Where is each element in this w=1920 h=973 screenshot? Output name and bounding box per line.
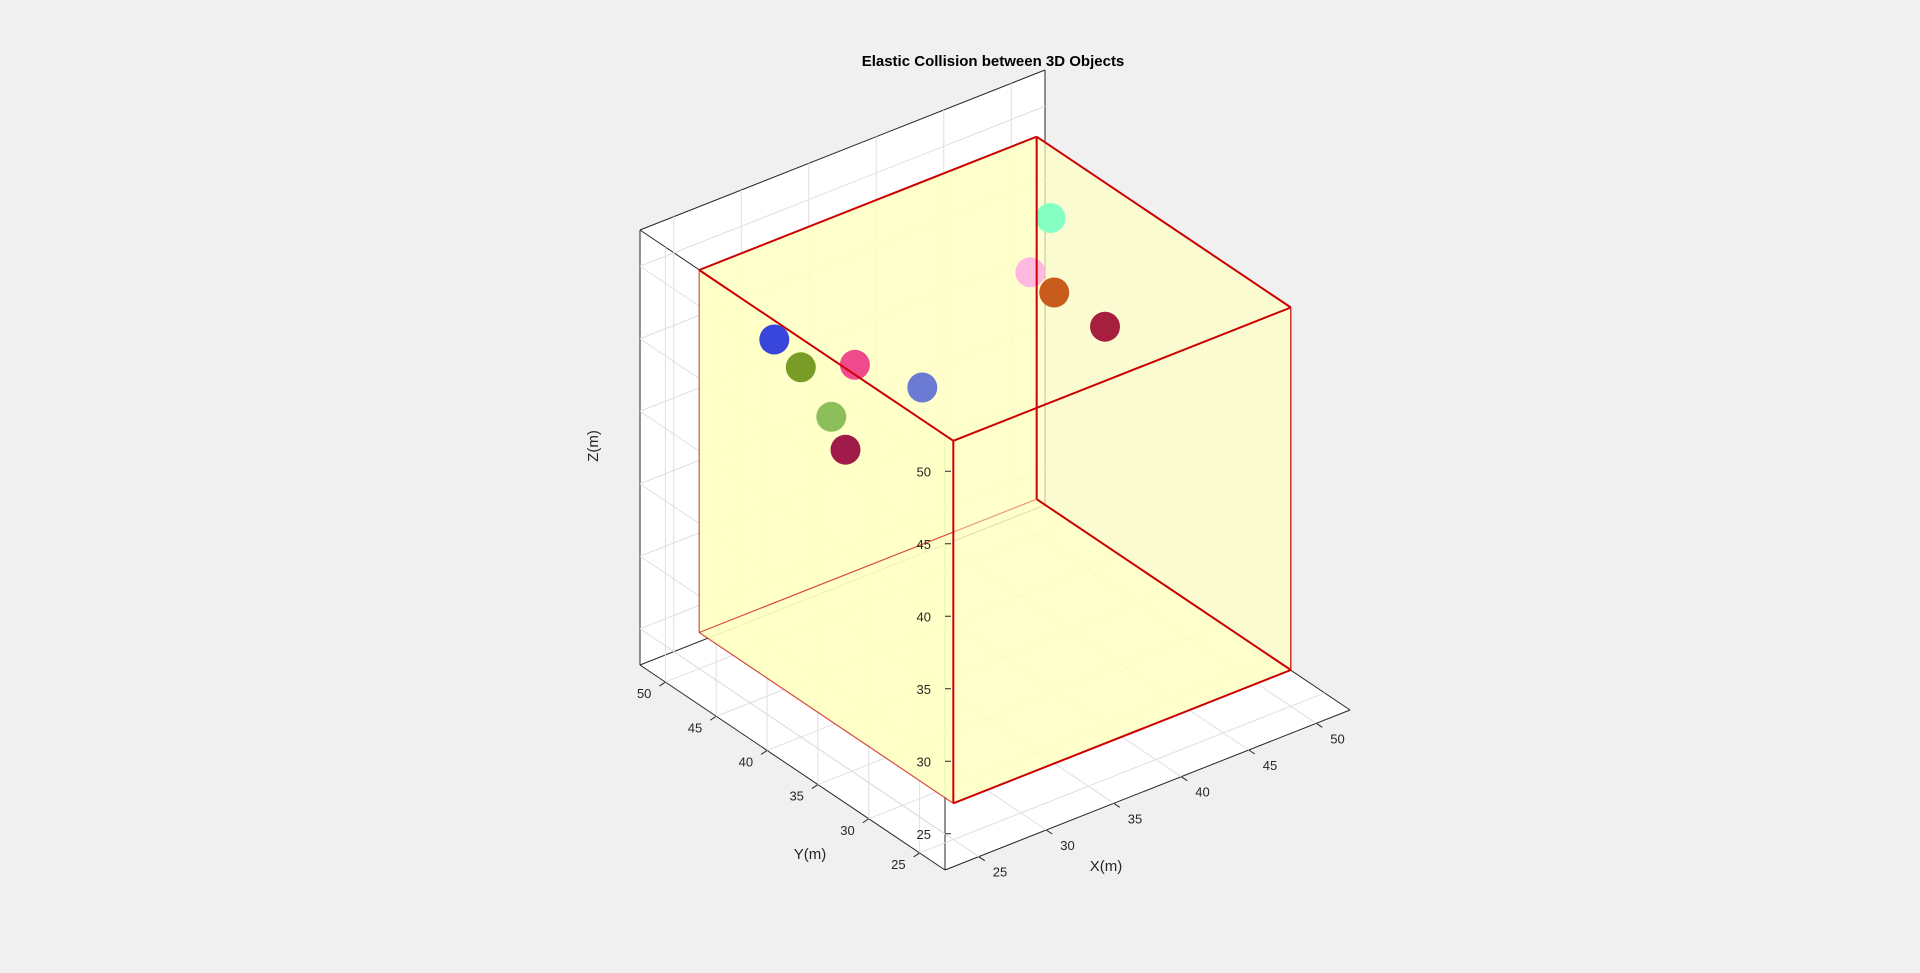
x-tick [978, 856, 986, 862]
z-axis-label: Z(m) [585, 430, 602, 462]
x-tick [1248, 749, 1256, 755]
box-edge [698, 632, 954, 804]
y-axis-label: Y(m) [794, 846, 827, 863]
y-tick [862, 818, 870, 824]
z-tick-label: 45 [917, 537, 931, 552]
x-tick-label: 35 [1128, 811, 1142, 826]
sphere [830, 434, 861, 465]
y-tick-label: 45 [688, 720, 702, 735]
box-edge [698, 498, 1037, 634]
z-tick-label: 35 [917, 682, 931, 697]
y-tick [760, 750, 768, 755]
sphere [816, 401, 847, 432]
spheres [698, 135, 1292, 805]
sphere [759, 324, 790, 355]
sphere [907, 372, 938, 403]
axis-line [639, 664, 946, 871]
sphere [1035, 203, 1066, 233]
y-tick [709, 715, 717, 721]
x-tick [1113, 802, 1121, 808]
box-edge [698, 269, 954, 442]
y-tick [811, 784, 819, 789]
y-tick [913, 852, 920, 858]
y-tick-label: 25 [891, 857, 905, 872]
sphere [1039, 277, 1070, 308]
box-edge [1036, 135, 1292, 309]
x-axis-label: X(m) [1090, 858, 1123, 875]
y-tick-label: 30 [840, 823, 854, 838]
y-tick-label: 35 [789, 789, 803, 804]
x-tick-label: 45 [1263, 758, 1277, 773]
box-edge [952, 669, 1292, 805]
box-face [1036, 136, 1291, 670]
z-tick-label: 50 [917, 464, 931, 479]
box-face [699, 270, 954, 804]
grid-line [639, 105, 1046, 267]
x-tick-label: 50 [1330, 731, 1344, 746]
grid-line [919, 692, 1325, 854]
sphere [1090, 311, 1120, 342]
x-tick [1315, 722, 1323, 728]
x-tick-label: 25 [993, 865, 1007, 880]
y-tick-label: 50 [637, 686, 651, 701]
x-tick [1045, 829, 1053, 835]
tick-labels: 25 30 35 40 45 50 25 30 35 40 45 50 25 30 35 40 45 50 [637, 464, 1345, 879]
grid-line [639, 628, 946, 835]
y-tick-label: 40 [739, 754, 753, 769]
x-tick-label: 30 [1060, 838, 1074, 853]
x-tick [1180, 776, 1188, 782]
sphere [785, 352, 816, 383]
box-edge [698, 135, 1038, 271]
sphere [839, 349, 870, 380]
axis-line [944, 709, 1351, 871]
x-tick-label: 40 [1195, 785, 1209, 800]
z-tick-label: 40 [917, 609, 931, 624]
y-tick [659, 681, 666, 687]
sphere [1015, 257, 1046, 288]
z-tick-label: 30 [917, 754, 931, 769]
box-edge [1036, 498, 1292, 671]
chart-title: Elastic Collision between 3D Objects [862, 53, 1125, 70]
axis-line [639, 69, 1046, 231]
box-edge [952, 306, 1292, 442]
z-tick-label: 25 [917, 827, 931, 842]
